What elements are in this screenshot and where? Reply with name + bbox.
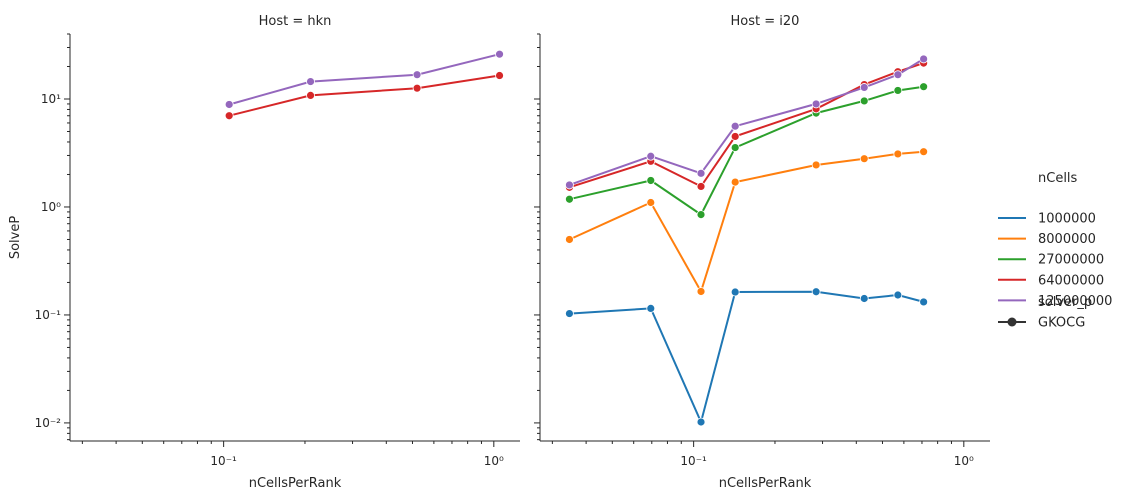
data-point [646, 151, 656, 161]
legend-entry-label: 8000000 [1038, 232, 1096, 247]
panel-hkn: Host = hkn 10⁻² 10⁻¹ 10⁰ 10¹ 10⁻¹ 10⁰ nCellsPer… [8, 14, 520, 491]
data-point [893, 149, 903, 159]
series-line [569, 58, 925, 186]
series-line [228, 53, 500, 106]
data-point [730, 132, 740, 141]
data-point [730, 121, 740, 131]
data-point [811, 160, 821, 170]
legend-title-solver: solver_p [1038, 295, 1092, 310]
series-64000000 [224, 71, 504, 121]
data-point [730, 287, 740, 297]
x-tick-label: 10⁰ [484, 454, 504, 468]
data-point [859, 83, 869, 92]
data-point [495, 71, 504, 80]
panel-title: Host = i20 [731, 14, 800, 29]
series-line [569, 62, 924, 189]
data-point [919, 82, 929, 92]
legend-entry-label: 64000000 [1038, 273, 1104, 288]
data-point [495, 49, 504, 59]
data-point [565, 180, 574, 190]
data-point [565, 194, 574, 204]
data-point [224, 100, 234, 109]
data-point [646, 198, 656, 207]
data-point [859, 154, 869, 164]
series-64000000 [565, 58, 929, 192]
legend: nCells 1000000 8000000 27000000 64000000 1250… [998, 171, 1112, 331]
y-tick-label: 10⁻¹ [35, 308, 62, 322]
data-point [646, 176, 656, 185]
data-point [919, 147, 929, 157]
data-point [306, 90, 315, 100]
y-tick-label: 10⁰ [41, 200, 61, 214]
panel-i20: Host = i20 10⁻¹ 10⁰ nCellsPerRank [534, 14, 990, 491]
data-point [730, 143, 740, 152]
x-tick-label: 10⁰ [954, 454, 974, 468]
series-125000000 [565, 54, 929, 190]
series-line [569, 85, 924, 217]
legend-style-label: GKOCG [1038, 316, 1085, 331]
series-line [228, 74, 500, 117]
data-point [565, 309, 574, 318]
data-point [696, 417, 706, 427]
data-point [696, 210, 706, 219]
data-point [893, 70, 903, 80]
x-tick-label: 10⁻¹ [680, 454, 707, 468]
legend-title-ncells: nCells [1038, 171, 1078, 186]
data-point [696, 168, 706, 178]
data-point [893, 290, 903, 300]
x-tick-label: 10⁻¹ [210, 454, 237, 468]
x-axis-label: nCellsPerRank [249, 476, 342, 491]
data-point [811, 287, 821, 297]
data-point [859, 294, 869, 303]
legend-entry-label: 27000000 [1038, 253, 1104, 268]
y-tick-label: 10¹ [41, 92, 61, 106]
series-line [569, 290, 924, 426]
data-point [893, 86, 903, 95]
data-point [859, 96, 869, 106]
data-point [696, 182, 706, 191]
legend-style-marker [1007, 317, 1017, 327]
data-point [565, 235, 574, 244]
data-point [730, 177, 740, 187]
legend-entry-label: 125000000 [1038, 294, 1112, 309]
data-point [919, 54, 929, 64]
data-point [811, 99, 821, 109]
y-axis-label: SolveP [8, 216, 23, 260]
data-point [696, 287, 706, 296]
data-point [919, 297, 929, 307]
y-tick-label: 10⁻² [35, 416, 62, 430]
panel-title: Host = hkn [259, 14, 332, 29]
series-27000000 [565, 82, 929, 219]
data-point [224, 111, 234, 121]
legend-entry-label: 1000000 [1038, 212, 1096, 227]
x-axis-label: nCellsPerRank [719, 476, 812, 491]
data-point [306, 77, 315, 86]
data-point [646, 303, 656, 313]
data-point [412, 70, 422, 80]
series-8000000 [565, 147, 929, 296]
series-1000000 [565, 287, 929, 427]
series-125000000 [224, 49, 504, 109]
data-point [412, 83, 422, 93]
series-line [568, 150, 924, 295]
